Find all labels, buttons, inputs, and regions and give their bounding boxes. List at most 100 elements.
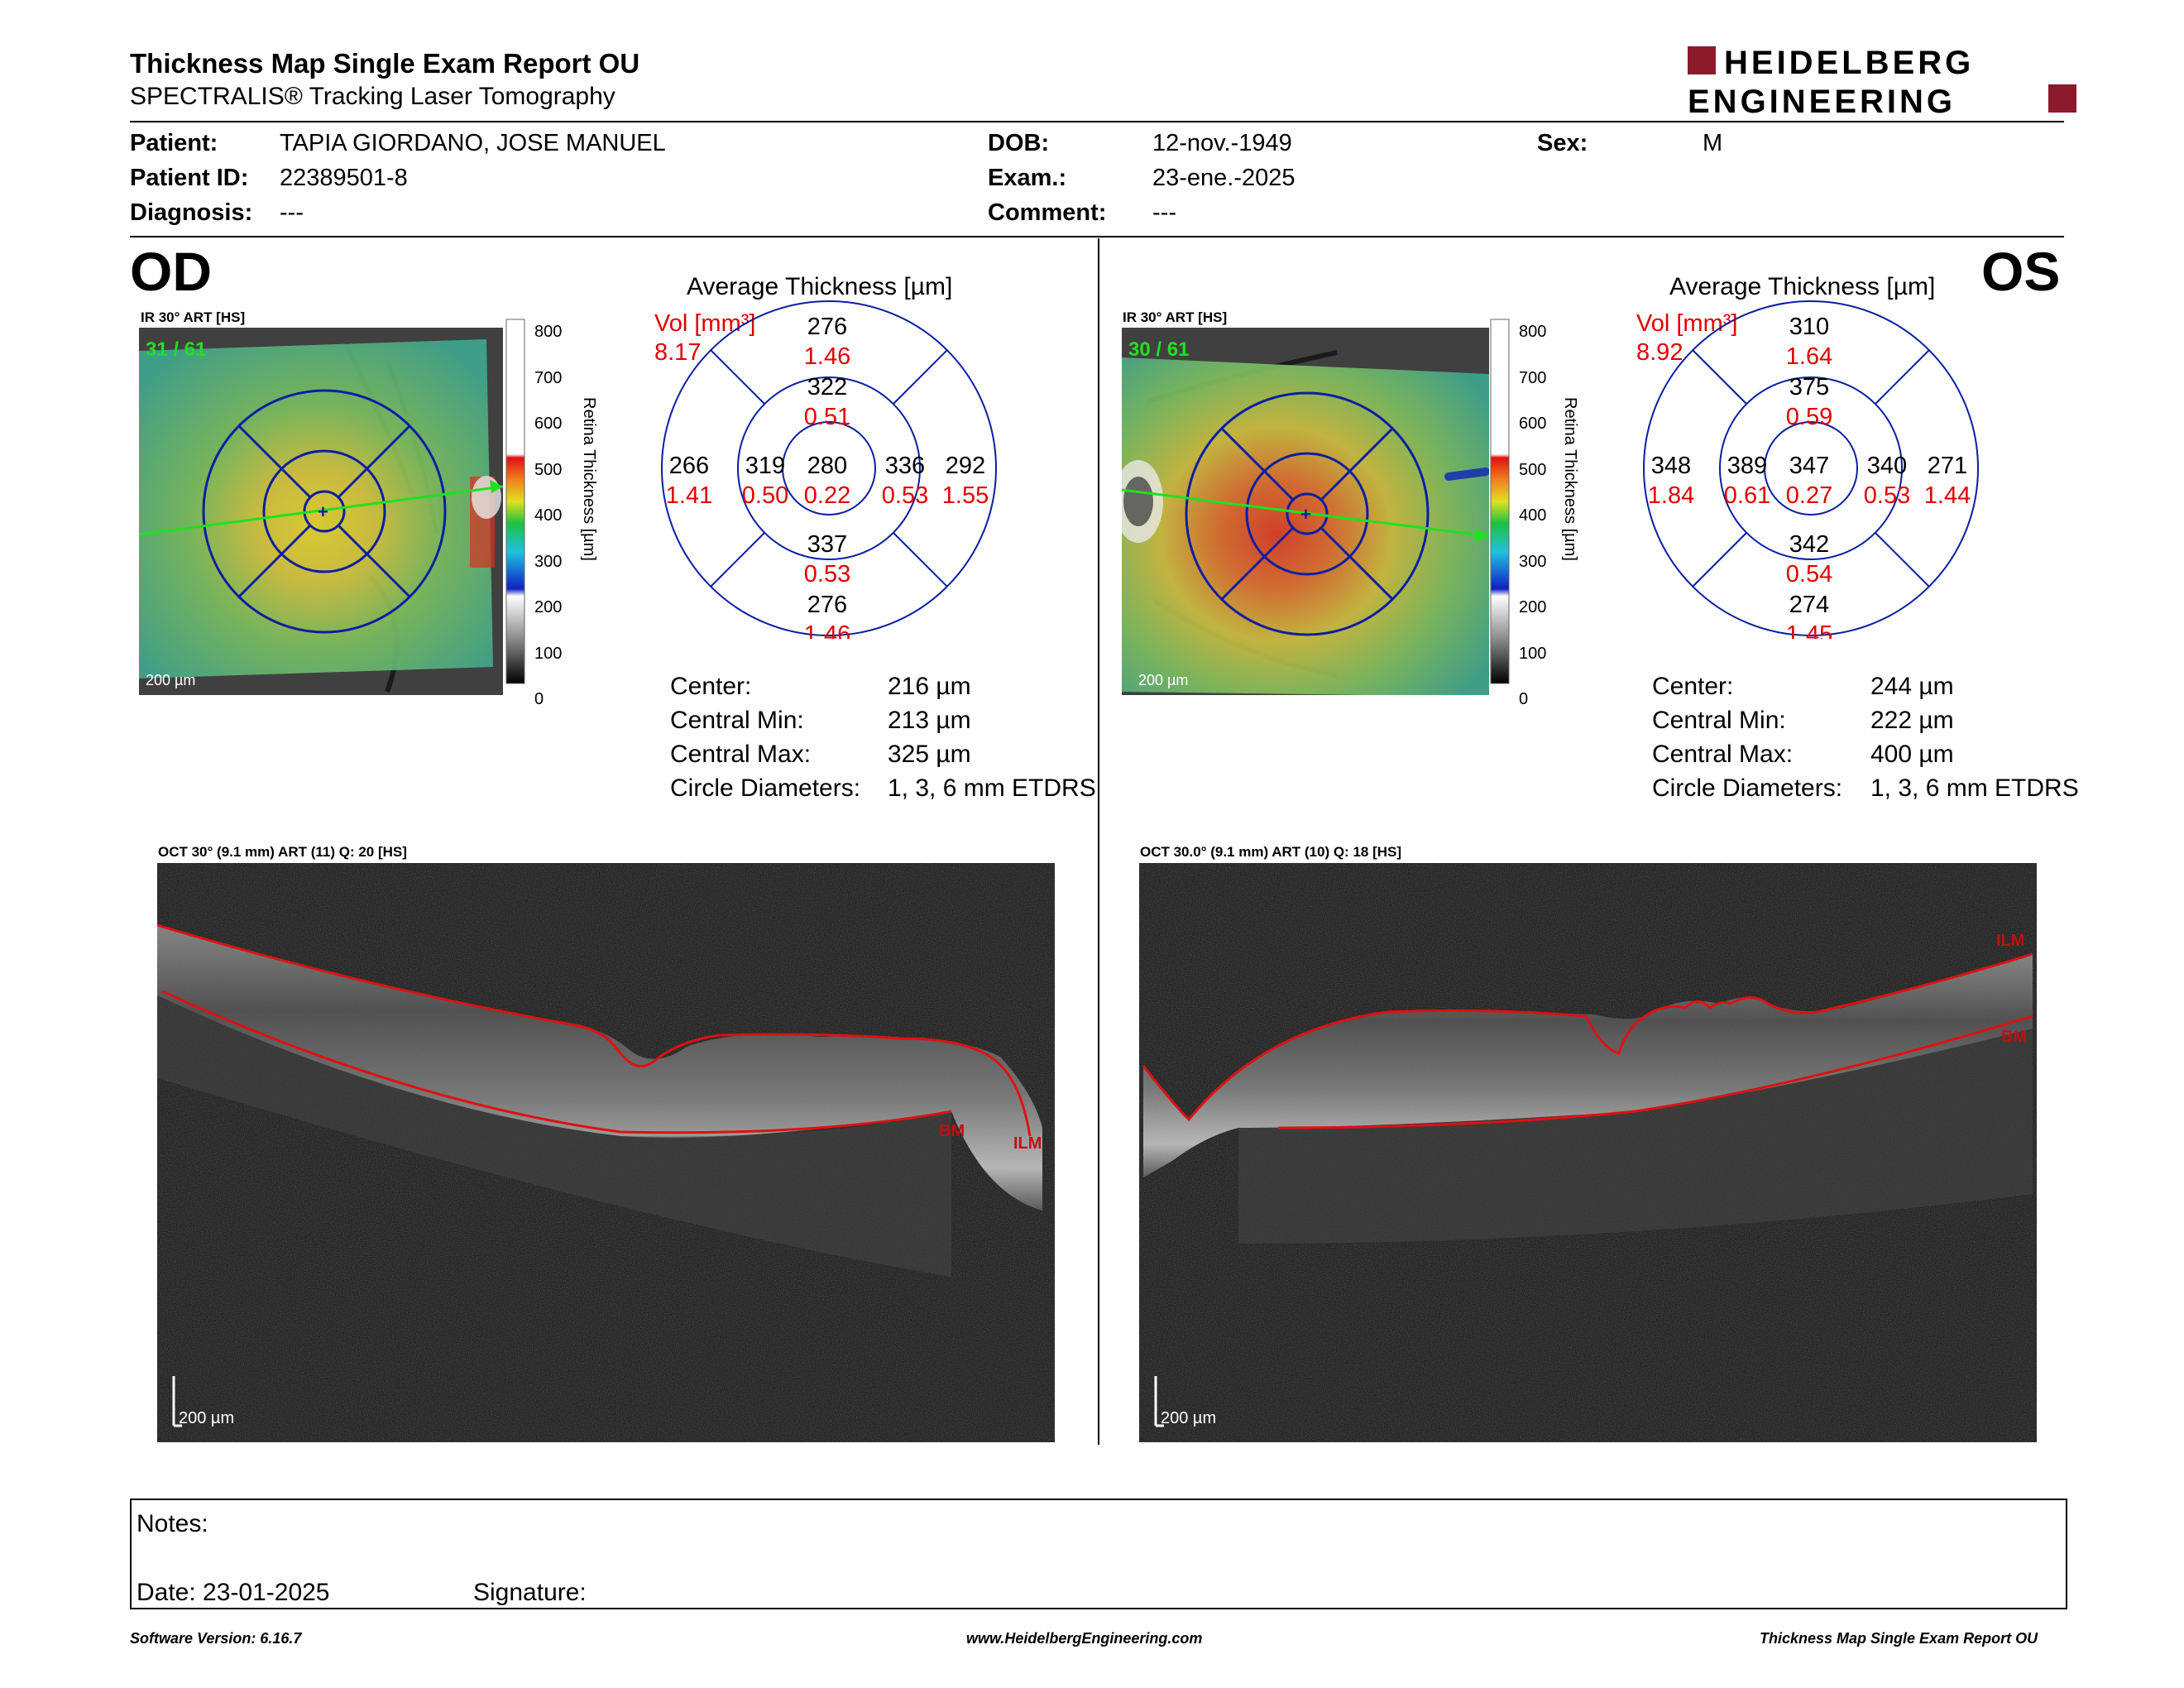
date-label: Date: 23-01-2025 xyxy=(136,1579,330,1606)
os-outer-right-v: 1.44 xyxy=(1924,482,1971,509)
od-fundus-caption: IR 30° ART [HS] xyxy=(141,309,246,325)
od-avg-title: Average Thickness [µm] xyxy=(687,273,953,300)
os-inner-sup-v: 0.59 xyxy=(1786,404,1832,430)
os-outer-right-t: 271 xyxy=(1928,453,1967,479)
logo-line1: HEIDELBERG xyxy=(1724,45,1974,81)
os-outer-left-t: 348 xyxy=(1651,453,1691,479)
od-colorbar-ticks: 800 700 600 500 400 300 200 100 0 xyxy=(534,323,563,708)
od-inner-left-t: 319 xyxy=(745,453,785,479)
sex-label: Sex: xyxy=(1537,130,1588,156)
os-inner-inf-t: 342 xyxy=(1789,531,1829,558)
comment-value: --- xyxy=(1152,199,1176,226)
report-subtitle: SPECTRALIS® Tracking Laser Tomography xyxy=(130,83,615,110)
od-label: OD xyxy=(130,241,212,302)
od-inner-right-t: 336 xyxy=(885,453,925,479)
os-inner-sup-t: 375 xyxy=(1789,374,1829,400)
website-link: www.HeidelbergEngineering.com xyxy=(966,1630,1203,1647)
od-oct-bscan: BM ILM 200 µm xyxy=(157,863,1055,1442)
od-outer-inf-v: 1.46 xyxy=(804,621,850,639)
os-max-value: 400 µm xyxy=(1870,741,1954,768)
report-title: Thickness Map Single Exam Report OU xyxy=(130,48,640,79)
od-etdrs-grid: 276 1.46 322 0.51 280 0.22 319 0.50 336 … xyxy=(661,300,997,639)
os-oct-bm: BM xyxy=(2001,1028,2027,1046)
os-fundus-caption: IR 30° ART [HS] xyxy=(1123,309,1228,325)
os-center-label: Center: xyxy=(1652,673,1734,700)
os-outer-sup-v: 1.64 xyxy=(1786,343,1832,370)
od-min-label: Central Min: xyxy=(670,707,804,734)
svg-text:+: + xyxy=(1300,504,1311,525)
od-min-value: 213 µm xyxy=(888,707,971,734)
os-min-label: Central Min: xyxy=(1652,707,1786,734)
os-fundus-scale: 200 µm xyxy=(1138,672,1188,688)
exam-value: 23-ene.-2025 xyxy=(1152,165,1296,191)
diagnosis-label: Diagnosis: xyxy=(130,199,253,226)
os-inner-right-t: 340 xyxy=(1867,453,1907,479)
os-outer-sup-t: 310 xyxy=(1789,314,1829,340)
od-center-t: 280 xyxy=(807,453,847,479)
od-outer-sup-v: 1.46 xyxy=(804,343,850,370)
os-fundus-image: + 200 µm 30 / 61 xyxy=(1122,328,1489,695)
od-max-label: Central Max: xyxy=(670,741,812,768)
od-inner-right-v: 0.53 xyxy=(882,482,928,509)
dob-label: DOB: xyxy=(988,130,1050,156)
od-circ-label: Circle Diameters: xyxy=(670,774,861,802)
patient-id-value: 22389501-8 xyxy=(280,165,408,191)
od-circ-value: 1, 3, 6 mm ETDRS xyxy=(888,774,1096,802)
od-outer-right-t: 292 xyxy=(946,453,985,479)
exam-label: Exam.: xyxy=(988,165,1067,191)
od-outer-inf-t: 276 xyxy=(807,592,847,618)
od-colorbar-label: Retina Thickness [µm] xyxy=(580,397,598,561)
od-inner-sup-v: 0.51 xyxy=(804,404,850,430)
os-oct-ilm: ILM xyxy=(1996,932,2024,950)
sex-value: M xyxy=(1703,130,1723,156)
os-inner-right-v: 0.53 xyxy=(1864,482,1910,509)
comment-label: Comment: xyxy=(988,199,1107,226)
patient-id-label: Patient ID: xyxy=(130,165,249,191)
os-colorbar xyxy=(1490,319,1510,684)
od-outer-left-t: 266 xyxy=(669,453,709,479)
software-version: Software Version: 6.16.7 xyxy=(130,1630,302,1647)
patient-label: Patient: xyxy=(130,130,218,156)
dob-value: 12-nov.-1949 xyxy=(1152,130,1292,156)
os-circ-label: Circle Diameters: xyxy=(1652,774,1843,802)
heidelberg-logo: HEIDELBERG ENGINEERING xyxy=(1688,45,2076,119)
os-avg-title: Average Thickness [µm] xyxy=(1669,273,1936,300)
od-center-v: 0.22 xyxy=(804,482,850,509)
footer-report-name: Thickness Map Single Exam Report OU xyxy=(1760,1630,2038,1647)
od-max-value: 325 µm xyxy=(888,741,971,768)
os-frame-counter: 30 / 61 xyxy=(1128,338,1189,361)
eye-divider xyxy=(1098,238,1099,1445)
notes-box: Notes: Date: 23-01-2025 Signature: xyxy=(130,1499,2067,1609)
os-outer-inf-v: 1.45 xyxy=(1786,621,1832,639)
os-inner-left-t: 389 xyxy=(1727,453,1767,479)
svg-text:+: + xyxy=(318,501,328,522)
os-outer-left-v: 1.84 xyxy=(1648,482,1694,509)
od-frame-counter: 31 / 61 xyxy=(146,338,206,361)
od-fundus-image: + 200 µm 31 / 61 xyxy=(139,328,503,695)
logo-line2: ENGINEERING xyxy=(1688,84,1956,119)
od-inner-inf-t: 337 xyxy=(807,531,847,558)
os-colorbar-label: Retina Thickness [µm] xyxy=(1561,397,1579,561)
os-circ-value: 1, 3, 6 mm ETDRS xyxy=(1870,774,2079,802)
os-inner-left-v: 0.61 xyxy=(1724,482,1770,509)
diagnosis-value: --- xyxy=(280,199,304,226)
od-center-value: 216 µm xyxy=(888,673,971,700)
os-oct-scale: 200 µm xyxy=(1161,1409,1216,1427)
od-inner-left-v: 0.50 xyxy=(742,482,788,509)
od-outer-sup-t: 276 xyxy=(807,314,847,340)
od-inner-sup-t: 322 xyxy=(807,374,847,400)
od-outer-left-v: 1.41 xyxy=(666,482,712,509)
od-colorbar xyxy=(505,319,525,684)
od-oct-bm: BM xyxy=(939,1122,965,1140)
os-oct-bscan: ILM BM 200 µm xyxy=(1139,863,2037,1442)
os-vol: Vol [mm³] 8.92 xyxy=(1636,310,1738,366)
od-oct-scale: 200 µm xyxy=(179,1409,234,1427)
od-inner-inf-v: 0.53 xyxy=(804,561,850,587)
od-fundus-scale: 200 µm xyxy=(146,672,195,688)
od-center-label: Center: xyxy=(670,673,752,700)
os-inner-inf-v: 0.54 xyxy=(1786,561,1832,587)
os-etdrs-grid: 310 1.64 375 0.59 347 0.27 389 0.61 340 … xyxy=(1643,300,1979,639)
od-outer-right-v: 1.55 xyxy=(942,482,989,509)
os-colorbar-ticks: 800 700 600 500 400 300 200 100 0 xyxy=(1519,323,1547,708)
signature-label: Signature: xyxy=(473,1579,587,1606)
